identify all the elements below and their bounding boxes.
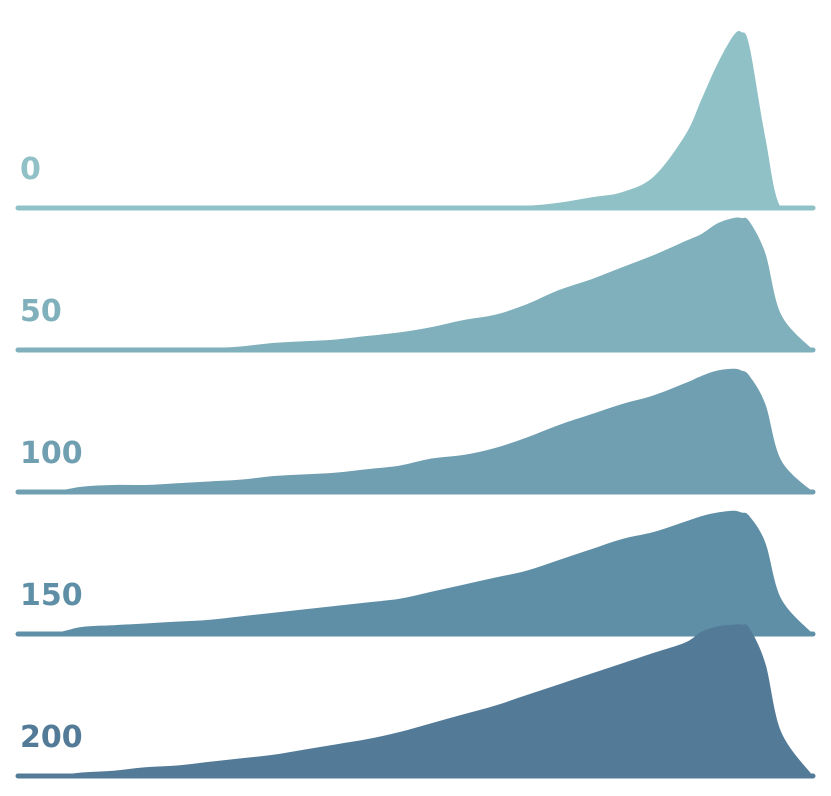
ridge-area-0 xyxy=(18,30,813,208)
ridge-label-50: 50 xyxy=(20,294,62,329)
ridges-group: 0 50 100 150 200 xyxy=(15,30,816,779)
ridge-area-50 xyxy=(18,217,813,350)
ridge-area-150 xyxy=(18,510,813,634)
ridge-area-100 xyxy=(18,368,813,492)
ridge-label-200: 200 xyxy=(20,720,83,755)
ridge-label-0: 0 xyxy=(20,152,41,187)
ridge-label-150: 150 xyxy=(20,578,83,613)
ridge-label-100: 100 xyxy=(20,436,83,471)
ridge-area-200 xyxy=(18,624,813,776)
